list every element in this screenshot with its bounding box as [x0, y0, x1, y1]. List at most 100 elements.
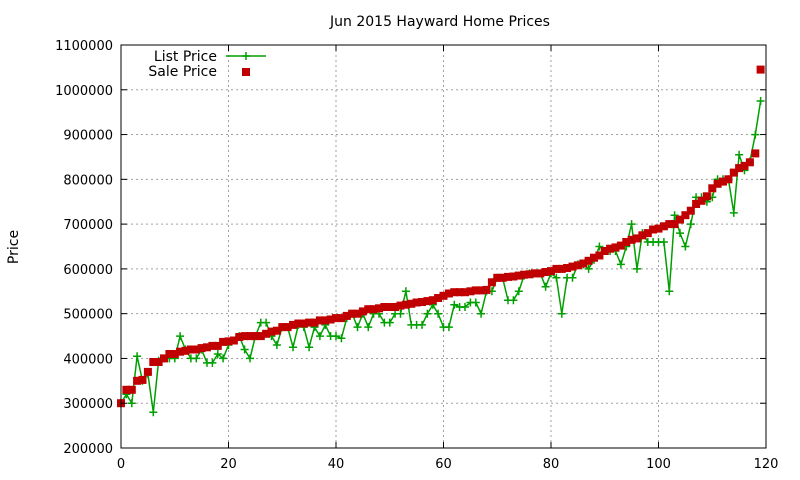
sale-price-point — [627, 235, 636, 244]
sale-price-point — [391, 303, 400, 311]
list-price-point — [149, 408, 158, 417]
x-tick-label: 80 — [543, 457, 560, 472]
list-price-point — [127, 399, 136, 408]
legend-label-sale-price: Sale Price — [148, 64, 217, 80]
sale-price-point — [326, 315, 335, 324]
sale-price-point — [348, 309, 357, 318]
list-price-point — [240, 345, 249, 354]
list-price-point — [434, 309, 443, 318]
sale-price-point — [251, 332, 260, 341]
y-tick-label: 900000 — [63, 129, 113, 144]
list-price-point — [332, 332, 340, 341]
sale-price-point — [149, 358, 158, 366]
sale-price-point — [337, 314, 346, 323]
sale-price-point — [305, 318, 314, 327]
list-price-point — [541, 282, 550, 291]
sale-price-point — [418, 298, 426, 306]
sale-price-point — [289, 320, 297, 329]
list-price-point — [272, 341, 281, 349]
sale-price-point — [364, 305, 373, 314]
list-price-point — [627, 220, 636, 229]
sale-price-point — [611, 243, 620, 252]
sale-price-point — [407, 299, 416, 308]
list-price-point — [246, 354, 254, 363]
list-price-point — [450, 300, 459, 309]
sale-price-point — [697, 196, 706, 205]
sale-price-point — [412, 298, 421, 307]
sale-price-point — [203, 343, 211, 352]
y-tick-label: 700000 — [63, 218, 113, 233]
sale-price-point — [579, 259, 588, 268]
sale-price-point — [676, 215, 684, 224]
list-price-point — [633, 264, 641, 273]
sale-price-point — [568, 262, 577, 271]
sale-price-point — [756, 65, 765, 74]
list-price-point — [401, 287, 410, 296]
x-tick-label: 40 — [328, 457, 345, 472]
sale-price-point — [229, 336, 238, 345]
sale-price-point — [294, 319, 303, 328]
sale-price-point — [455, 288, 464, 297]
chart-title: Jun 2015 Hayward Home Prices — [329, 14, 550, 30]
list-price-point — [133, 352, 142, 361]
sale-price-point — [649, 225, 658, 234]
list-price-point — [751, 130, 760, 139]
sale-price-point — [434, 294, 443, 302]
legend-marker-list-price — [242, 52, 250, 60]
sale-price-point — [708, 184, 717, 193]
list-price-point — [616, 260, 625, 269]
list-price-point — [192, 354, 201, 363]
sale-price-point — [536, 269, 545, 278]
sale-price-point — [262, 329, 271, 338]
sale-price-point — [375, 304, 383, 313]
sale-price-point — [358, 307, 367, 316]
sale-price-point — [278, 323, 287, 332]
list-price-point — [385, 318, 394, 327]
sale-price-point — [514, 271, 523, 280]
sale-price-point — [547, 267, 555, 276]
sale-price-point — [740, 161, 749, 170]
sale-price-point — [428, 296, 437, 305]
sale-price-point — [670, 220, 679, 229]
legend-marker-sale-price — [242, 68, 250, 76]
sale-price-point — [133, 376, 142, 385]
list-price-point — [584, 264, 593, 273]
sale-price-point — [520, 270, 529, 279]
sale-price-point — [735, 164, 744, 173]
x-tick-label: 20 — [220, 457, 237, 472]
sale-price-point — [504, 272, 512, 281]
sale-price-point — [606, 244, 615, 253]
list-price-point — [219, 354, 228, 363]
sale-price-point — [713, 179, 722, 188]
sale-price-point — [616, 241, 625, 250]
sale-price-point — [219, 337, 228, 346]
list-price-point — [444, 323, 453, 332]
list-price-point — [208, 358, 217, 367]
sale-price-point — [240, 332, 249, 341]
sale-price-point — [638, 231, 647, 240]
y-tick-label: 600000 — [63, 263, 113, 278]
sale-price-point — [272, 326, 281, 335]
sale-price-point — [595, 251, 604, 260]
sale-price-point — [633, 234, 641, 243]
sale-price-point — [122, 385, 131, 394]
sale-price-point — [509, 272, 518, 281]
sale-price-point — [165, 350, 174, 358]
list-price-point — [396, 309, 405, 318]
list-price-point — [461, 303, 469, 311]
sale-price-point — [461, 288, 469, 297]
sale-price-point — [563, 264, 572, 272]
grid-lines — [121, 45, 766, 448]
y-tick-label: 500000 — [63, 308, 113, 323]
sale-price-point — [724, 175, 733, 184]
y-axis-label: Price — [6, 230, 22, 264]
sale-price-point — [541, 268, 550, 276]
list-price-point — [686, 220, 695, 229]
sale-price-point — [315, 316, 324, 325]
sale-price-point — [622, 238, 631, 246]
sale-price-point — [342, 311, 351, 320]
sale-price-point — [154, 358, 163, 366]
list-price-point — [353, 323, 362, 332]
y-tick-label: 400000 — [63, 352, 113, 367]
